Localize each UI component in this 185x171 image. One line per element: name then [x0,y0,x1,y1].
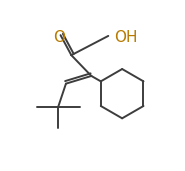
Text: O: O [53,30,65,45]
Text: OH: OH [115,30,138,45]
